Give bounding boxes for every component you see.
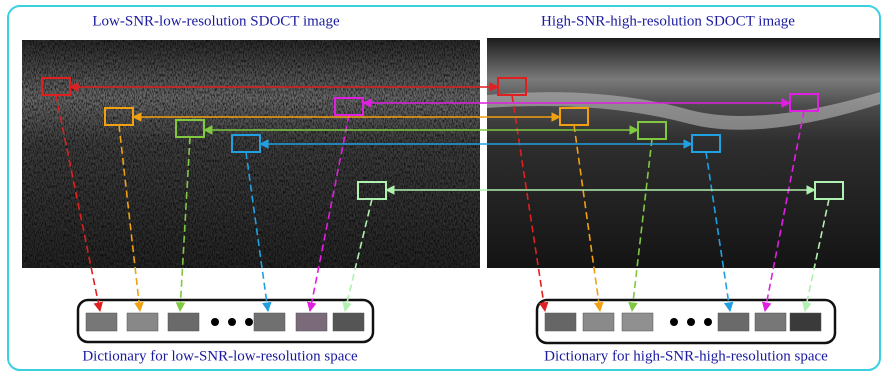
ellipsis-dot (228, 318, 236, 326)
dictionary-patch (545, 313, 576, 331)
dictionary-patch (333, 313, 364, 331)
left-dictionary-box (78, 300, 373, 342)
ellipsis-dot (245, 318, 253, 326)
ellipsis-dot (211, 318, 219, 326)
ellipsis-dot (704, 318, 712, 326)
dictionary-patch (86, 313, 117, 331)
dictionary-patch (127, 313, 158, 331)
right-title: High-SNR-high-resolution SDOCT image (541, 13, 795, 29)
ellipsis-dot (687, 318, 695, 326)
dictionary-patch (583, 313, 614, 331)
dictionary-patch (254, 313, 285, 331)
left-caption: Dictionary for low-SNR-low-resolution sp… (82, 348, 358, 364)
dictionary-patch (168, 313, 199, 331)
dictionary-patch (790, 313, 821, 331)
left-title: Low-SNR-low-resolution SDOCT image (92, 13, 340, 29)
low-snr-image (22, 40, 480, 268)
right-caption: Dictionary for high-SNR-high-resolution … (544, 348, 828, 364)
dictionary-patch (296, 313, 327, 331)
dictionary-patch (718, 313, 749, 331)
dictionary-patch (755, 313, 786, 331)
ellipsis-dot (670, 318, 678, 326)
figure: Low-SNR-low-resolution SDOCT image High-… (0, 0, 888, 377)
dictionary-patch (622, 313, 653, 331)
